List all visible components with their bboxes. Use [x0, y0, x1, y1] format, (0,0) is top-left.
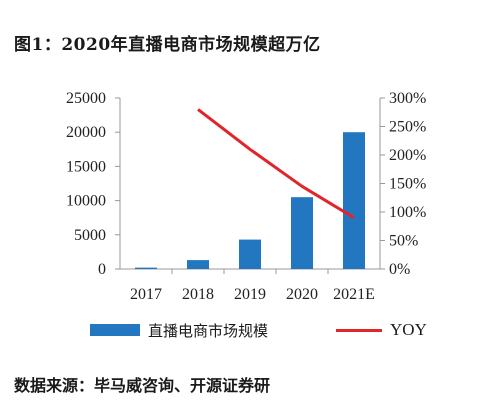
left-tick-label: 25000 — [66, 90, 106, 107]
bar — [135, 267, 157, 269]
bar — [291, 197, 313, 269]
right-tick-label: 50% — [389, 233, 418, 250]
left-tick-label: 15000 — [66, 158, 106, 175]
left-tick-label: 20000 — [66, 124, 106, 141]
combo-chart: 0 5000 10000 15000 20000 25000 0% 50% 100% 150% 20… — [66, 90, 426, 303]
legend-bar-label: 直播电商市场规模 — [148, 321, 269, 340]
yoy-line — [197, 108, 355, 219]
x-tick-label: 2019 — [234, 286, 266, 303]
x-tick-label: 2018 — [182, 286, 214, 303]
x-tick-label: 2020 — [286, 286, 318, 303]
x-tick-label: 2021E — [333, 286, 375, 303]
axis-tick-labels: 0 5000 10000 15000 20000 25000 0% 50% 100% 150% 20… — [66, 90, 426, 303]
x-tick-label: 2017 — [130, 286, 162, 303]
legend-bar-swatch — [90, 324, 140, 336]
bar — [187, 260, 209, 269]
bar — [239, 239, 261, 269]
legend-line-label: YOY — [390, 320, 427, 339]
right-tick-label: 150% — [389, 176, 426, 193]
right-tick-label: 300% — [389, 90, 426, 107]
left-tick-label: 5000 — [74, 227, 106, 244]
right-tick-label: 100% — [389, 204, 426, 221]
bar-series — [135, 132, 365, 269]
right-tick-label: 200% — [389, 147, 426, 164]
legend-line-swatch — [336, 328, 383, 332]
left-tick-label: 10000 — [66, 193, 106, 210]
chart-title: 图1：2020年直播电商市场规模超万亿 — [14, 35, 321, 55]
legend: 直播电商市场规模 YOY — [90, 318, 427, 342]
yoy-line-series — [197, 108, 355, 219]
data-source-note: 数据来源：毕马威咨询、开源证券研 — [14, 376, 271, 395]
right-tick-label: 250% — [389, 119, 426, 136]
right-tick-label: 0% — [389, 261, 410, 278]
left-tick-label: 0 — [98, 261, 106, 278]
bar — [343, 132, 365, 269]
